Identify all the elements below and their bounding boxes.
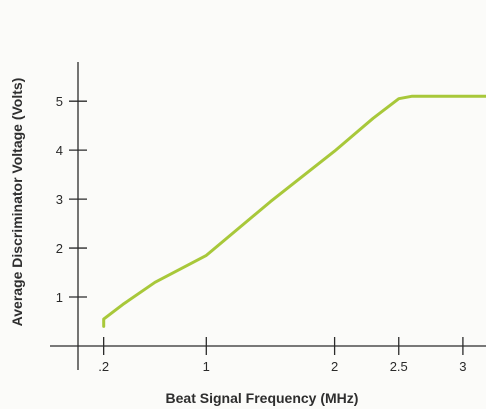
series-layer: [102, 94, 486, 328]
y-axis-title: Average Discriminator Voltage (Volts): [9, 78, 25, 327]
y-tick-label-3: 4: [56, 143, 63, 158]
x-ticks: .2 1 2 2.5 3: [98, 337, 467, 374]
x-tick-label-2: 2: [331, 359, 338, 374]
series-line-0: [102, 94, 486, 328]
y-ticks: 1 2 3 4 5: [56, 94, 87, 305]
x-tick-label-3: 2.5: [390, 359, 408, 374]
y-tick-label-0: 1: [56, 290, 63, 305]
x-tick-label-1: 1: [203, 359, 210, 374]
x-axis-title: Beat Signal Frequency (MHz): [166, 390, 359, 406]
y-tick-label-2: 3: [56, 192, 63, 207]
x-tick-label-4: 3: [459, 359, 466, 374]
x-tick-label-0: .2: [98, 359, 109, 374]
y-tick-label-4: 5: [56, 94, 63, 109]
y-tick-label-1: 2: [56, 241, 63, 256]
axes: [50, 62, 486, 370]
